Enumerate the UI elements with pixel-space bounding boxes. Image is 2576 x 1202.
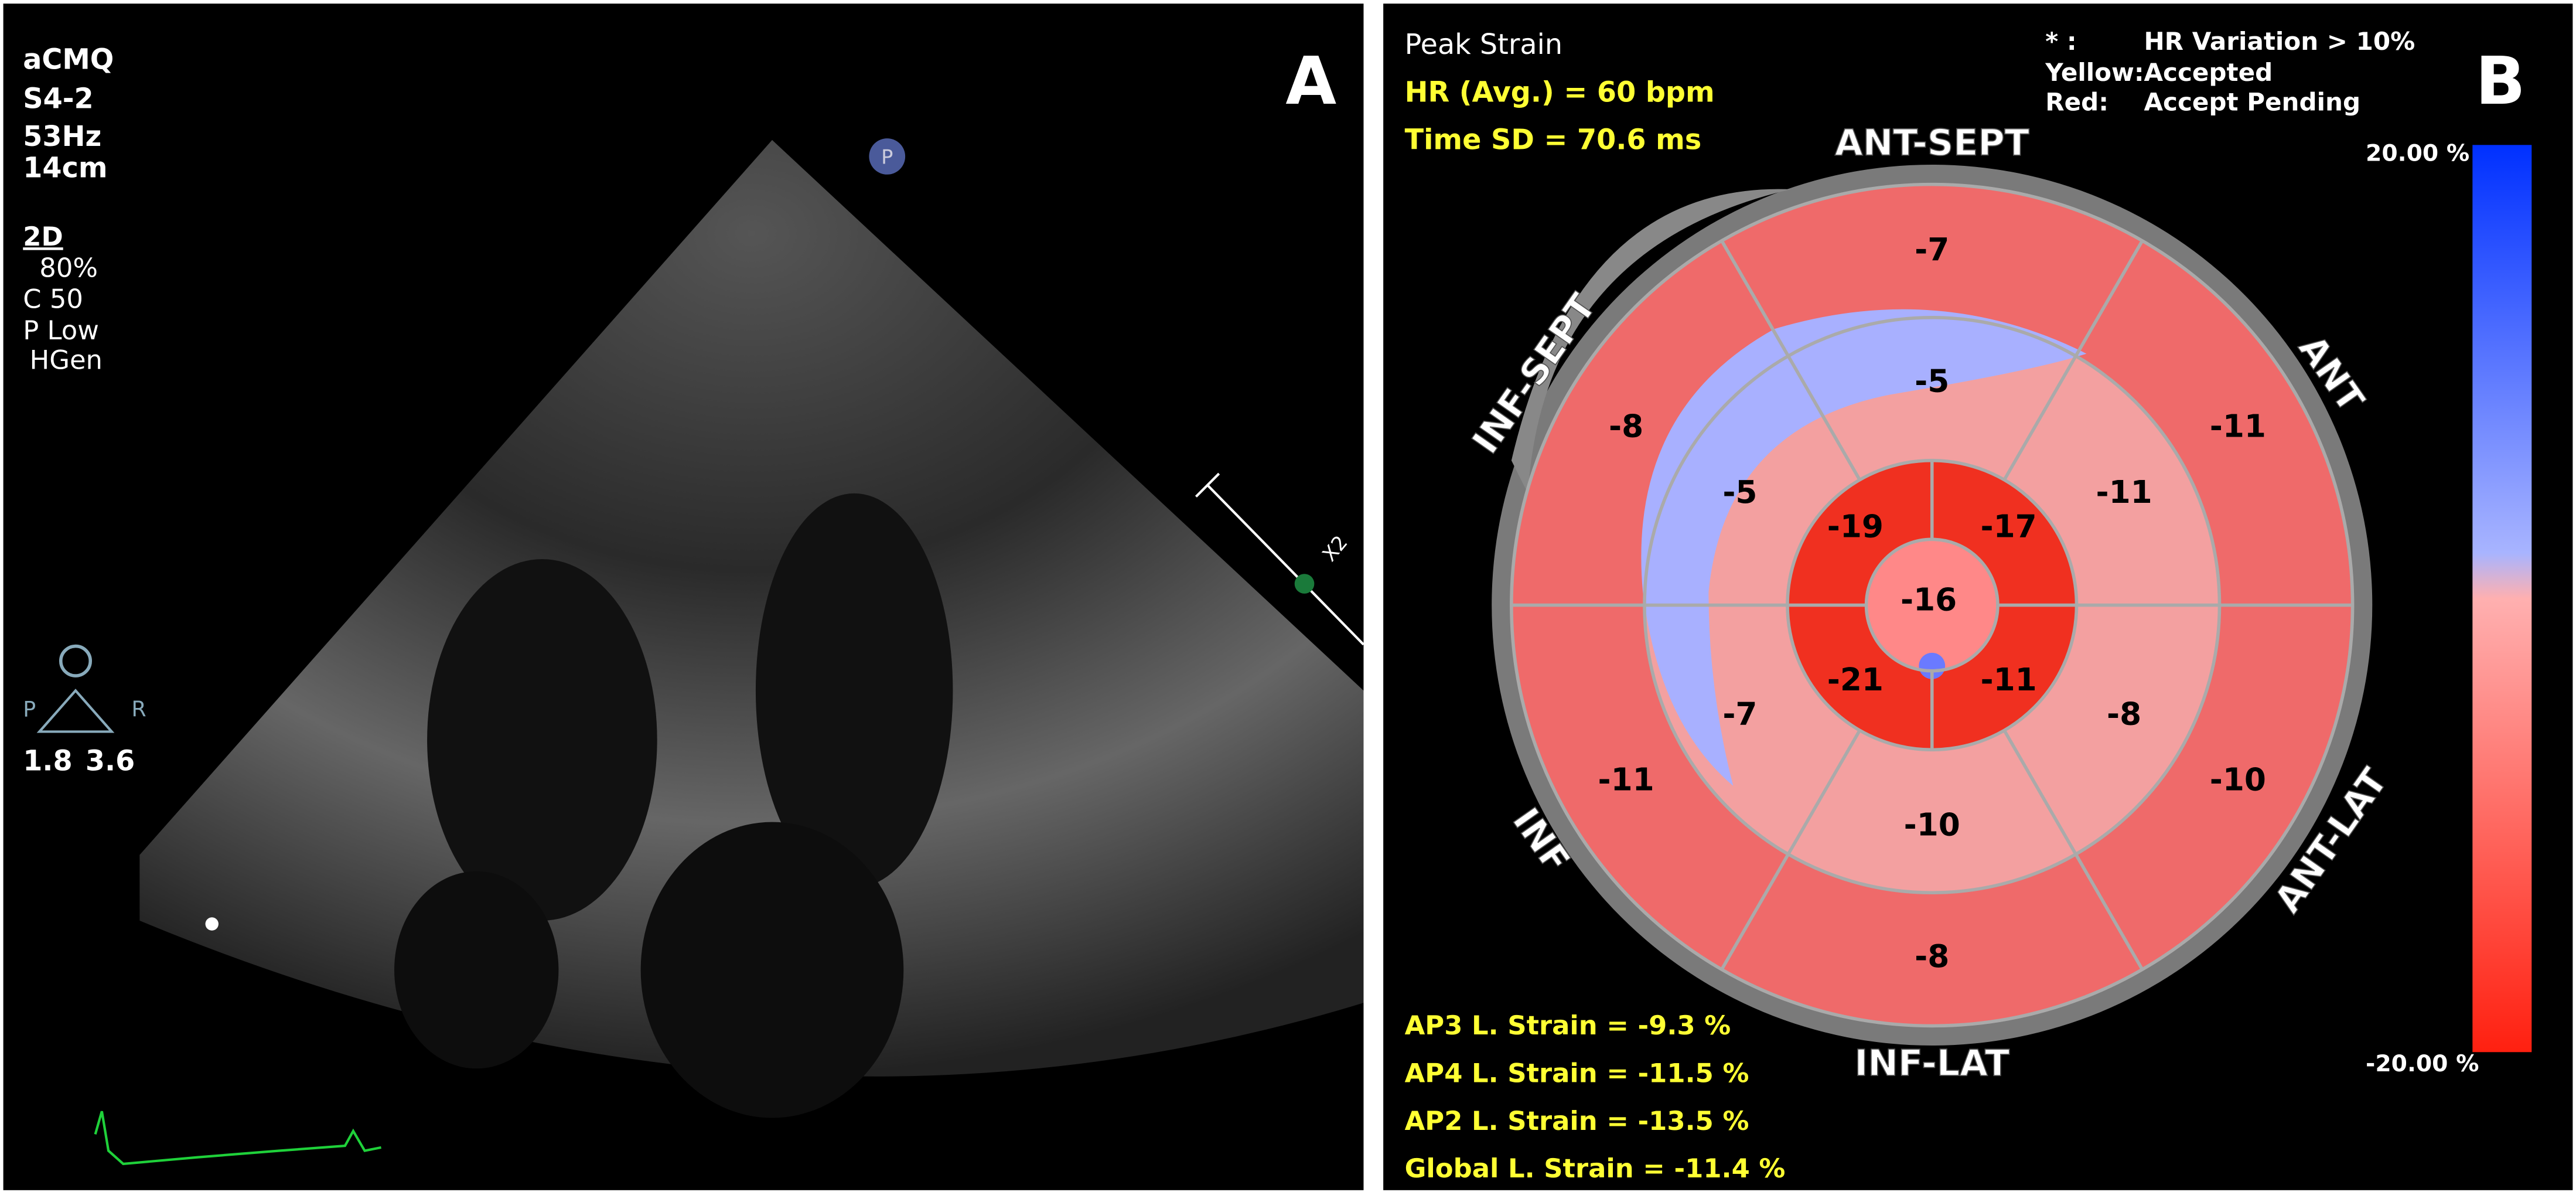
legend-text: Accepted [2144, 58, 2273, 87]
strain: AP2 L. Strain = -13.5 % [1405, 1105, 1749, 1136]
segment-value: -8 [2107, 696, 2141, 732]
zoom-line [1206, 484, 1364, 646]
segment-line [2002, 729, 2144, 971]
legend-text: Accept Pending [2144, 88, 2360, 117]
strain-band [1641, 309, 2087, 786]
mode-setting: 80% [39, 252, 98, 283]
apex-value: -16 [1901, 582, 1957, 618]
chamber [427, 559, 657, 921]
segment-value: -8 [1915, 938, 1949, 975]
zoom-line [1195, 472, 1220, 498]
segment-value: -11 [1598, 762, 1654, 798]
panel-letter: B [2475, 43, 2526, 120]
segment-line [2002, 240, 2144, 481]
segment-value: -5 [1915, 363, 1949, 400]
segment-value: -7 [1915, 231, 1949, 268]
apex-spot [1919, 652, 1946, 679]
ecg-trace [94, 1111, 381, 1166]
legend-key: Yellow: [2045, 58, 2144, 87]
title: Peak Strain [1405, 29, 1563, 61]
scale-min: -20.00 % [2366, 1051, 2479, 1077]
setting: aCMQ [23, 43, 114, 76]
probe-marker-icon [869, 138, 906, 175]
legend-text: HR Variation > 10% [2144, 27, 2415, 56]
probe-marker: P [881, 145, 893, 168]
chamber [394, 871, 559, 1069]
segment-value: -5 [1722, 474, 1757, 510]
chamber [640, 822, 904, 1118]
segment-value: -11 [2096, 474, 2152, 510]
legend-key: Red: [2045, 88, 2108, 117]
marker-dot [205, 917, 219, 931]
apex [1866, 539, 1998, 671]
segment-line [1720, 240, 1861, 481]
strain: Global L. Strain = -11.4 % [1405, 1153, 1786, 1184]
mode-setting: C 50 [23, 284, 83, 315]
segment-value: -21 [1827, 662, 1884, 698]
segment-value: -11 [1981, 662, 2037, 698]
orientation: P [23, 696, 36, 721]
segment-value: -10 [1904, 807, 1960, 843]
scale-max: 20.00 % [2366, 141, 2469, 167]
border-band [1511, 189, 1791, 493]
segment-value: -8 [1609, 408, 1643, 445]
wall-label: INF-LAT [1854, 1042, 2009, 1084]
chamber [755, 493, 953, 888]
depth: 1.8 [23, 745, 72, 778]
segment-line [1720, 729, 1861, 971]
setting: 53Hz [23, 121, 101, 153]
legend-key: * : [2045, 27, 2076, 56]
orientation: R [131, 696, 146, 721]
orientation-icon [36, 689, 115, 733]
strain: AP4 L. Strain = -11.5 % [1405, 1058, 1749, 1089]
setting: 14cm [23, 152, 107, 184]
segment-value: -10 [2210, 762, 2266, 798]
color-scale [2472, 145, 2532, 1053]
depth: 3.6 [86, 745, 135, 778]
bullseye [1492, 164, 2373, 1046]
zoom-dot [1294, 574, 1315, 594]
mode-setting: P Low [23, 315, 99, 346]
orientation-icon [59, 644, 93, 677]
mode: 2D [23, 221, 63, 252]
segment-value: -11 [2210, 408, 2266, 445]
hr: HR (Avg.) = 60 bpm [1405, 76, 1715, 108]
strain: AP3 L. Strain = -9.3 % [1405, 1010, 1731, 1041]
panel-letter: A [1285, 43, 1336, 120]
setting: S4-2 [23, 83, 93, 115]
segment-value: -19 [1827, 508, 1884, 544]
segment-value: -17 [1981, 508, 2037, 544]
segment-value: -7 [1722, 696, 1757, 732]
mode-setting: HGen [29, 344, 103, 375]
echo-sector [139, 139, 1364, 1077]
wall-label: ANT-SEPT [1835, 121, 2029, 164]
time-sd: Time SD = 70.6 ms [1405, 124, 1702, 156]
